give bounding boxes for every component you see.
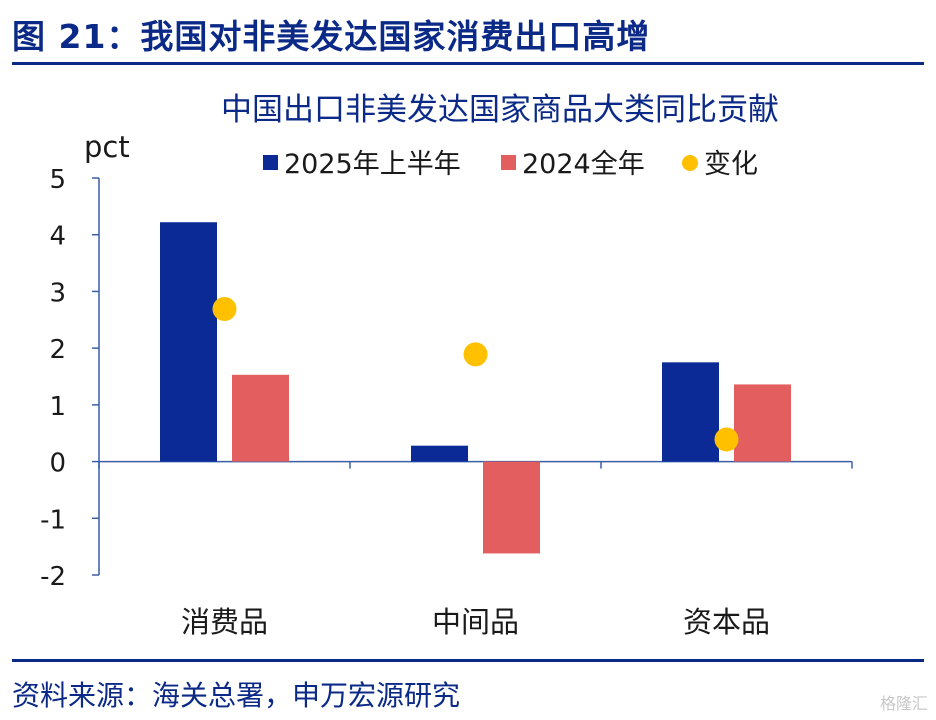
chart-title: 中国出口非美发达国家商品大类同比贡献 bbox=[221, 92, 779, 128]
change-dot-group bbox=[212, 297, 739, 452]
bar bbox=[411, 445, 468, 462]
y-tick-label: 1 bbox=[49, 392, 66, 422]
chart-legend: 2025年上半年 2024全年 变化 bbox=[263, 149, 758, 180]
legend-label: 2025年上半年 bbox=[284, 149, 461, 180]
legend-label: 2024全年 bbox=[522, 149, 645, 180]
change-dot bbox=[463, 342, 488, 367]
x-axis: 消费品 中间品 资本品 bbox=[98, 460, 853, 639]
x-category-label: 消费品 bbox=[181, 605, 268, 639]
bar bbox=[483, 461, 540, 554]
y-tick-label: -2 bbox=[40, 562, 66, 592]
y-tick-label: 3 bbox=[49, 278, 66, 308]
bar-chart: 中国出口非美发达国家商品大类同比贡献 pct 2025年上半年 2024全年 变化 … bbox=[40, 92, 853, 639]
source-rule bbox=[12, 659, 924, 662]
change-dot bbox=[212, 297, 237, 322]
legend-swatch bbox=[263, 155, 278, 170]
y-tick-label: 2 bbox=[49, 335, 66, 365]
bar-series-group bbox=[160, 222, 791, 554]
source-note: 资料来源：海关总署，申万宏源研究 bbox=[12, 679, 461, 712]
bar bbox=[232, 374, 289, 462]
legend-swatch bbox=[682, 155, 698, 171]
y-tick-label: -1 bbox=[40, 505, 66, 535]
bar bbox=[160, 222, 217, 462]
y-tick-label: 0 bbox=[49, 449, 66, 479]
x-category-label: 资本品 bbox=[683, 605, 770, 639]
y-tick-label: 5 bbox=[49, 165, 66, 195]
y-axis-unit-label: pct bbox=[84, 130, 130, 164]
change-dot bbox=[714, 427, 739, 452]
legend-label: 变化 bbox=[704, 149, 758, 180]
y-axis: 5 4 3 2 1 0 -1 -2 bbox=[40, 165, 100, 592]
watermark-logo: 格隆汇 bbox=[879, 694, 928, 713]
bar bbox=[662, 362, 719, 462]
x-category-label: 中间品 bbox=[432, 605, 519, 639]
title-rule bbox=[12, 62, 924, 65]
legend-swatch bbox=[501, 155, 516, 170]
figure-title: 图 21：我国对非美发达国家消费出口高增 bbox=[12, 17, 651, 56]
bar bbox=[734, 384, 791, 462]
y-tick-label: 4 bbox=[49, 222, 66, 252]
